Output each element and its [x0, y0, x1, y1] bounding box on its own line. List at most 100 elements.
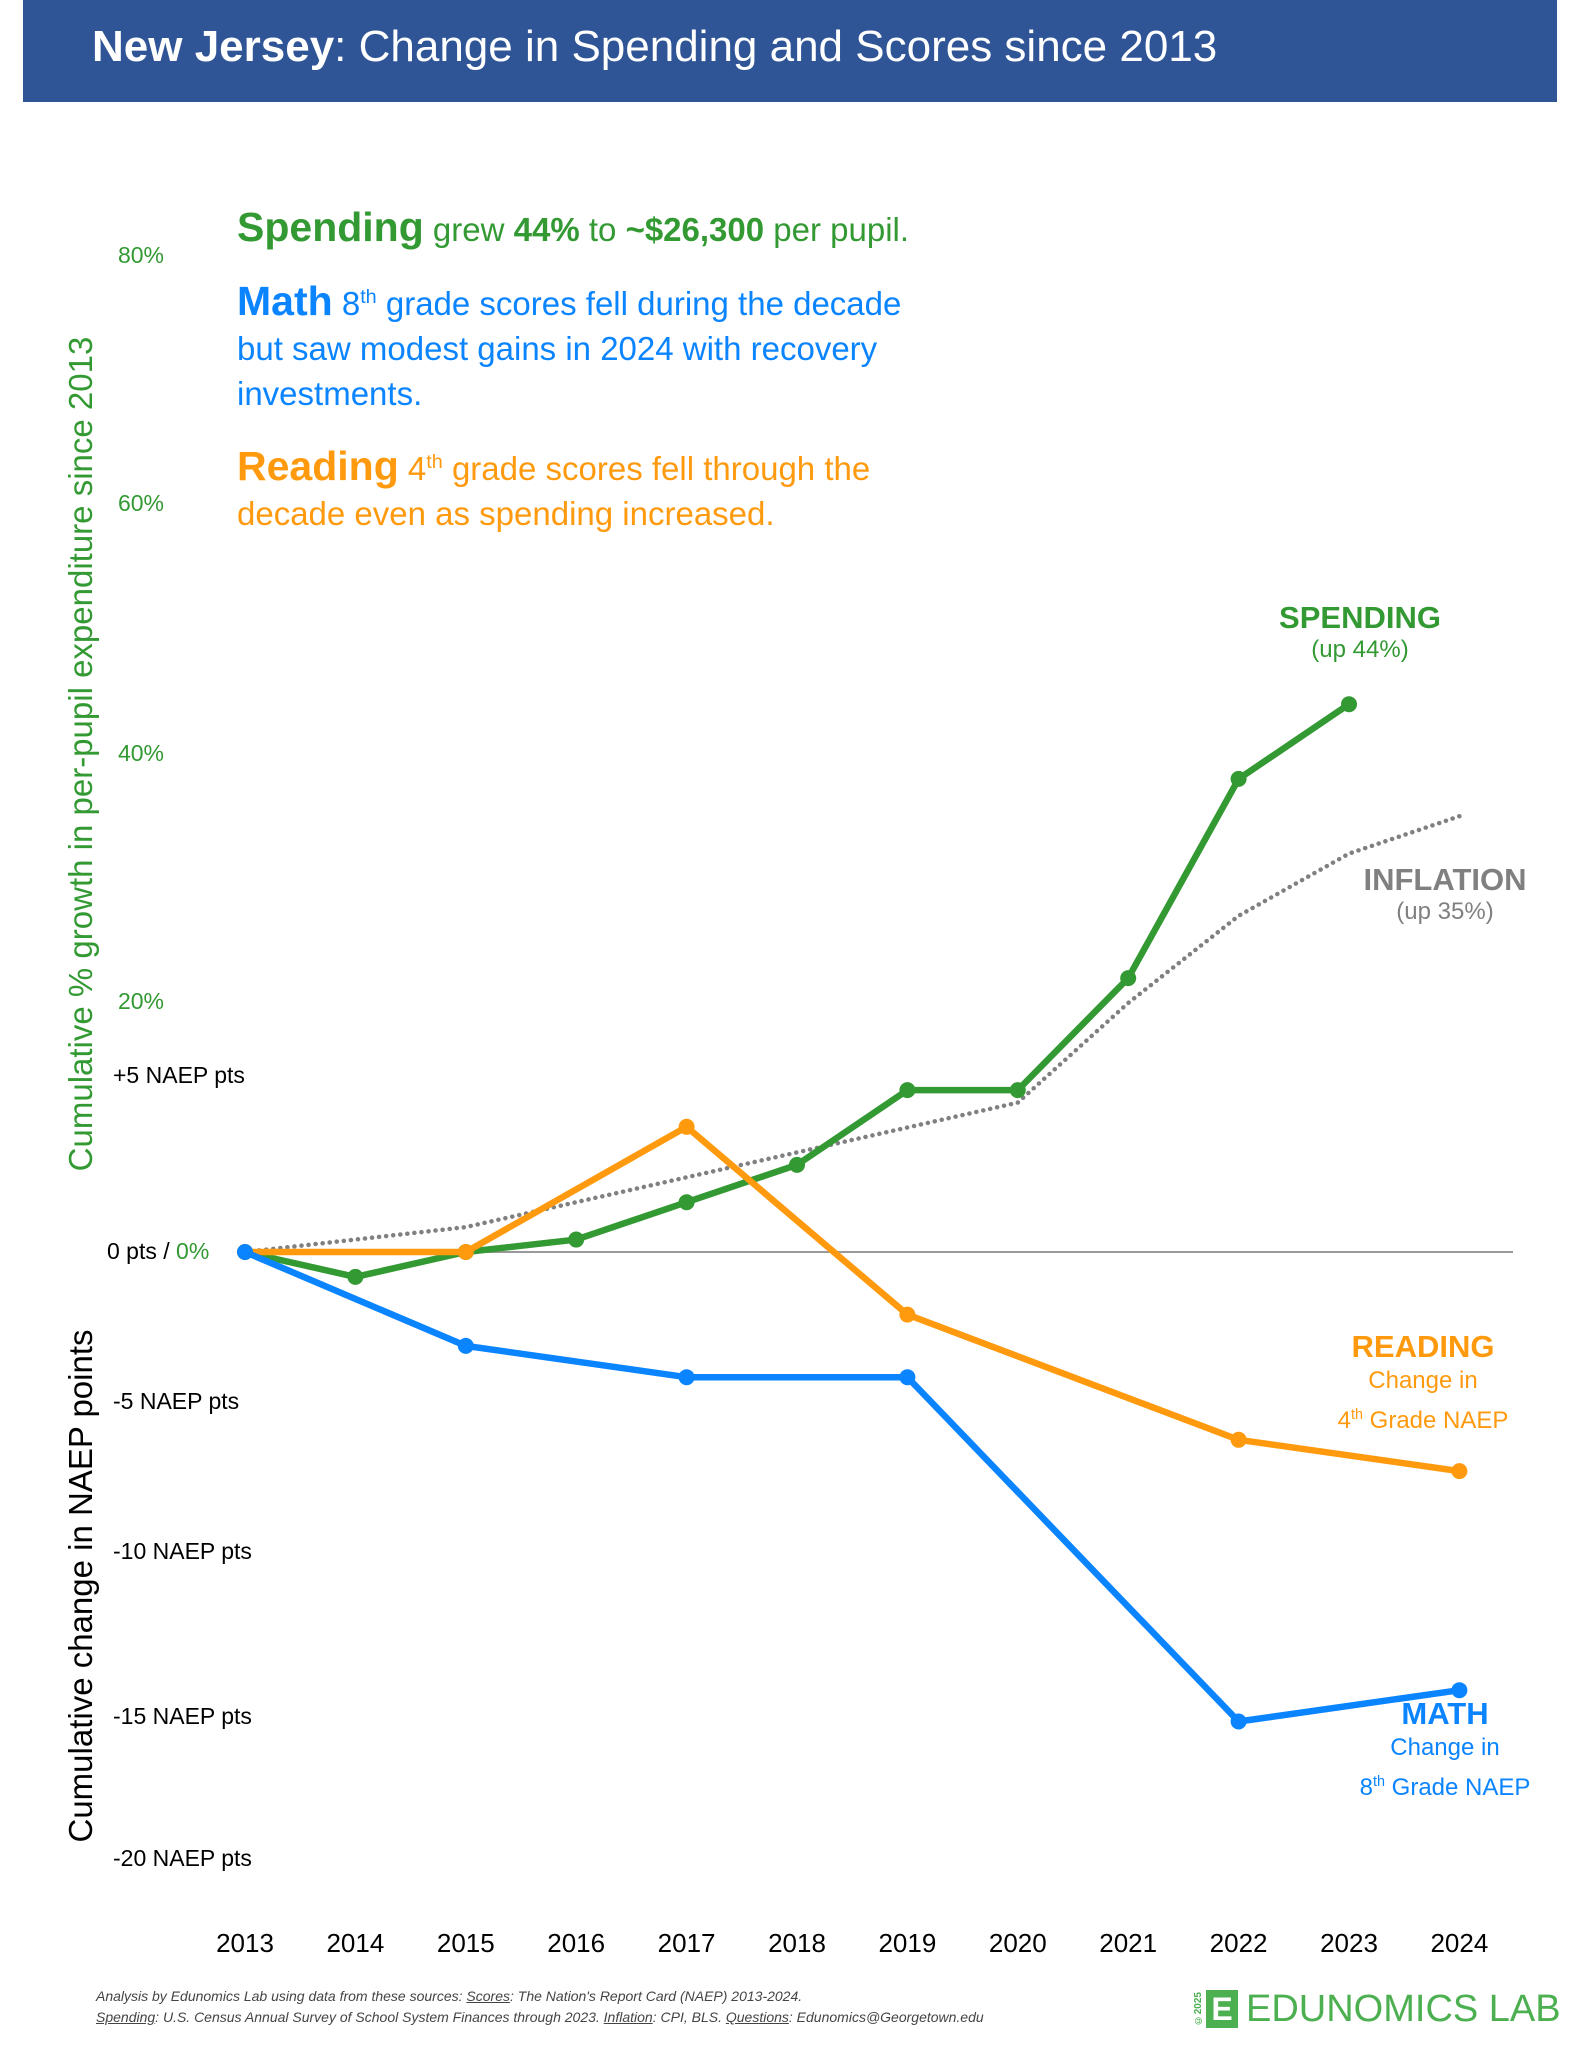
spending-series-label: SPENDING (up 44%): [1279, 600, 1441, 664]
text: grew: [423, 211, 514, 248]
text: Inflation: [603, 2009, 653, 2025]
reading-point: [899, 1306, 916, 1323]
zero-tick-label: 0 pts / 0%: [107, 1238, 209, 1265]
text: 8: [332, 285, 361, 322]
text: th: [360, 286, 377, 308]
footer-line-2: Spending: U.S. Census Annual Survey of S…: [96, 2007, 984, 2028]
spending-point: [347, 1268, 364, 1285]
text: : CPI, BLS.: [652, 2009, 726, 2025]
math-series-label: MATH Change in 8th Grade NAEP: [1360, 1697, 1531, 1805]
x-tick-label: 2023: [1320, 1928, 1378, 1958]
text: to: [579, 211, 626, 248]
text: 0 pts /: [107, 1238, 177, 1264]
text: Scores: [466, 1988, 510, 2004]
text: th: [1350, 1407, 1363, 1423]
source-footnote: Analysis by Edunomics Lab using data fro…: [96, 1986, 984, 2028]
x-tick-label: 2022: [1209, 1928, 1268, 1958]
math-point: [1230, 1713, 1247, 1730]
spending-point: [899, 1082, 916, 1099]
reading-line: [245, 1123, 1460, 1475]
naep-tick-label: -20 NAEP pts: [113, 1845, 252, 1871]
x-tick-label: 2021: [1099, 1928, 1158, 1958]
x-tick-label: 2014: [326, 1928, 385, 1958]
math-point: [678, 1369, 695, 1386]
naep-tick-label: -10 NAEP pts: [113, 1538, 252, 1564]
spending-point: [789, 1156, 805, 1173]
header-banner: [23, 0, 1557, 102]
text: : The Nation's Report Card (NAEP) 2013-2…: [510, 1988, 803, 2004]
spending-point: [568, 1231, 585, 1248]
x-tick-label: 2020: [988, 1928, 1047, 1958]
logo-year: ©2025: [1193, 1992, 1204, 2026]
math-point: [1451, 1682, 1468, 1699]
spending-point: [678, 1194, 695, 1211]
x-tick-label: 2015: [436, 1928, 495, 1958]
footer-line-1: Analysis by Edunomics Lab using data fro…: [96, 1986, 984, 2007]
spending-line: [244, 701, 1351, 1281]
math-point: [237, 1244, 253, 1260]
pct-tick-label: 40%: [117, 740, 164, 766]
text: Questions: [725, 2009, 789, 2025]
inflation-series-label: INFLATION (up 35%): [1363, 862, 1526, 926]
naep-tick-label: +5 NAEP pts: [113, 1062, 245, 1088]
text: (up 35%): [1396, 898, 1494, 925]
reading-point: [678, 1118, 695, 1135]
math-point: [899, 1369, 916, 1386]
spending-lead: Spending: [237, 204, 424, 250]
reading-point: [1230, 1431, 1247, 1448]
pct-tick-label: 20%: [117, 988, 164, 1014]
text: Grade NAEP: [1384, 1774, 1531, 1801]
reading-point: [1451, 1463, 1468, 1480]
text: Analysis by Edunomics Lab using data fro…: [96, 1988, 467, 2004]
text: : U.S. Census Annual Survey of School Sy…: [155, 2009, 604, 2025]
logo-mark-icon: E: [1206, 1990, 1238, 2028]
text: MATH: [1401, 1696, 1489, 1731]
text: Spending: [96, 2009, 156, 2025]
text: READING: [1351, 1329, 1495, 1364]
title-rest: : Change in Spending and Scores since 20…: [334, 22, 1218, 71]
edunomics-logo: ©2025 E EDUNOMICS LAB: [1193, 1988, 1561, 2030]
reading-annotation: Reading 4th grade scores fell through th…: [237, 440, 877, 536]
x-tick-label: 2013: [216, 1928, 274, 1958]
text: 8: [1359, 1774, 1373, 1801]
text: INFLATION: [1363, 862, 1527, 897]
text: 4: [398, 450, 427, 487]
text: Grade NAEP: [1362, 1407, 1509, 1434]
reading-series-label: READING Change in 4th Grade NAEP: [1338, 1330, 1509, 1438]
page-title: New Jersey: Change in Spending and Score…: [92, 22, 1217, 72]
spending-annotation: Spending grew 44% to ~$26,300 per pupil.: [237, 205, 997, 252]
math-annotation: Math 8th grade scores fell during the de…: [237, 275, 917, 416]
logo-name: EDUNOMICS LAB: [1246, 1987, 1561, 2030]
naep-tick-label: -5 NAEP pts: [113, 1388, 240, 1414]
title-state: New Jersey: [92, 22, 335, 71]
text: 4: [1337, 1407, 1351, 1434]
reading-point: [457, 1244, 474, 1260]
text: per pupil.: [764, 211, 910, 248]
spending-point: [1341, 696, 1357, 713]
pct-tick-label: 60%: [117, 490, 164, 516]
text: th: [426, 451, 443, 473]
spending-point: [1230, 770, 1247, 787]
x-tick-label: 2019: [878, 1928, 937, 1958]
text: 0%: [176, 1238, 210, 1264]
x-tick-label: 2017: [657, 1928, 716, 1958]
spending-point: [1120, 970, 1137, 987]
x-tick-label: 2016: [547, 1928, 606, 1958]
text: 8th Grade NAEP: [1360, 1765, 1531, 1805]
naep-tick-label: -15 NAEP pts: [113, 1703, 252, 1729]
math-lead: Math: [237, 278, 333, 324]
text: Change in: [1390, 1734, 1500, 1761]
text: : Edunomics@Georgetown.edu: [788, 2009, 984, 2025]
text: 44%: [513, 211, 580, 248]
text: ~$26,300: [625, 211, 765, 248]
spending-point: [1009, 1082, 1026, 1099]
inflation-line: [242, 814, 1462, 1255]
text: Change in: [1368, 1367, 1478, 1394]
text: SPENDING: [1279, 600, 1441, 635]
text: th: [1372, 1774, 1385, 1790]
x-tick-label: 2024: [1430, 1928, 1489, 1958]
text: (up 44%): [1311, 636, 1409, 663]
text: grade scores fell during the decade but …: [237, 285, 902, 412]
math-point: [457, 1337, 474, 1354]
